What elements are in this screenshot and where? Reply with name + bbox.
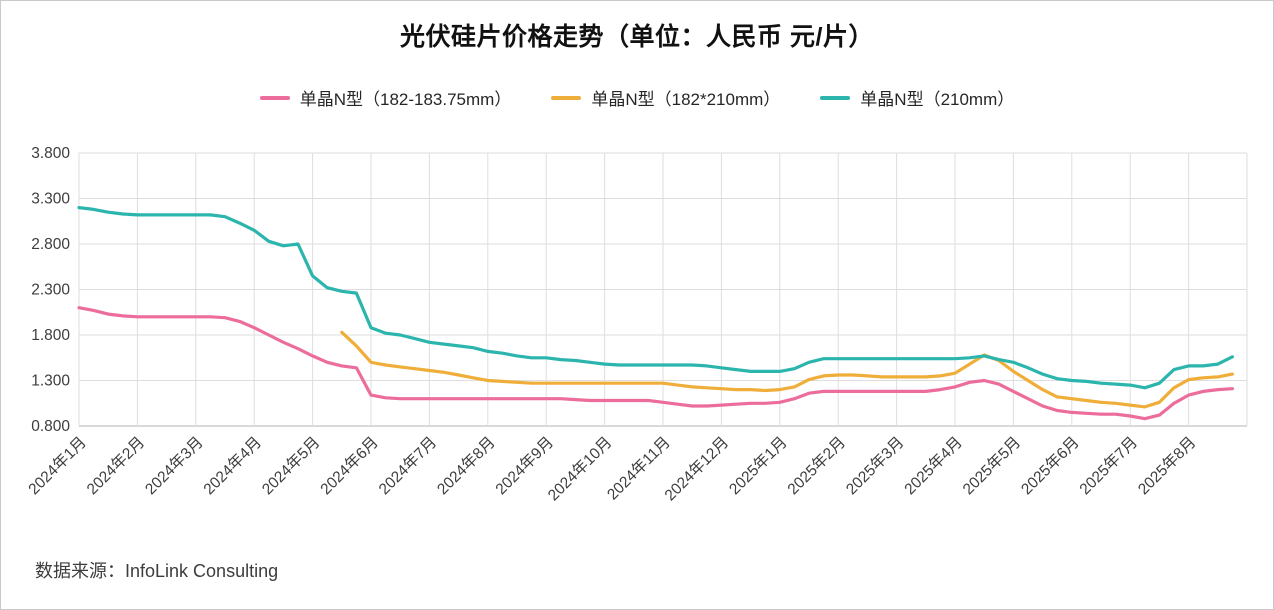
legend-label: 单晶N型（210mm）: [860, 90, 1015, 109]
legend-label: 单晶N型（182-183.75mm）: [299, 90, 512, 109]
series-line-1: [77, 306, 1234, 421]
x-tick-label: 2025年8月: [1134, 433, 1199, 498]
x-tick-label: 2025年2月: [784, 433, 849, 498]
y-tick-label: 3.300: [31, 191, 70, 208]
x-tick-label: 2025年7月: [1076, 433, 1141, 498]
legend-swatch-icon: [551, 95, 582, 100]
x-tick-label: 2025年6月: [1017, 433, 1082, 498]
x-tick-label: 2025年1月: [725, 433, 790, 498]
y-tick-label: 0.800: [31, 418, 70, 435]
chart-legend: 单晶N型（182-183.75mm） 单晶N型（182*210mm） 单晶N型（21…: [1, 85, 1273, 110]
legend-label: 单晶N型（182*210mm）: [591, 90, 781, 109]
legend-item-1: 单晶N型（182-183.75mm）: [259, 85, 512, 110]
series-line-2: [340, 330, 1234, 409]
legend-swatch-icon: [259, 95, 290, 100]
x-tick-label: 2024年8月: [433, 433, 498, 498]
chart-title: 光伏硅片价格走势（单位：人民币 元/片）: [400, 23, 874, 51]
y-tick-label: 3.800: [31, 145, 70, 162]
x-tick-label: 2024年5月: [258, 433, 323, 498]
legend-item-3: 单晶N型（210mm）: [820, 85, 1014, 110]
x-tick-label: 2024年7月: [375, 433, 440, 498]
y-tick-label: 1.800: [31, 327, 70, 344]
x-tick-label: 2024年4月: [200, 433, 265, 498]
series-line-3: [77, 206, 1234, 390]
x-tick-label: 2024年6月: [317, 433, 382, 498]
y-tick-label: 2.300: [31, 282, 70, 299]
legend-item-2: 单晶N型（182*210mm）: [551, 85, 780, 110]
legend-swatch-icon: [820, 95, 851, 100]
x-tick-label: 2024年1月: [25, 433, 90, 498]
x-tick-label: 2024年3月: [141, 433, 206, 498]
x-tick-label: 2025年5月: [959, 433, 1024, 498]
x-tick-label: 2024年2月: [83, 433, 148, 498]
x-tick-label: 2025年3月: [842, 433, 907, 498]
y-tick-label: 1.300: [31, 373, 70, 390]
y-tick-label: 2.800: [31, 236, 70, 253]
x-tick-label: 2025年4月: [901, 433, 966, 498]
x-tick-label: 2024年9月: [492, 433, 557, 498]
source-note: 数据来源：InfoLink Consulting: [35, 561, 279, 581]
